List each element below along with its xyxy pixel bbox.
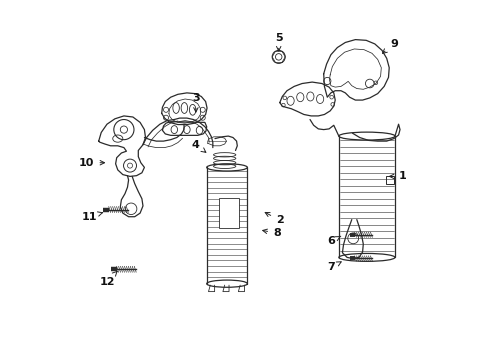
Text: 10: 10: [79, 158, 104, 168]
Text: 3: 3: [192, 93, 199, 112]
Text: 6: 6: [327, 236, 340, 246]
Text: 1: 1: [388, 171, 406, 181]
Text: 11: 11: [81, 212, 102, 222]
Text: 2: 2: [264, 212, 283, 225]
Bar: [218, 198, 239, 228]
Text: 9: 9: [382, 39, 397, 53]
Text: 5: 5: [274, 33, 282, 51]
Text: 4: 4: [192, 140, 205, 152]
Text: 12: 12: [99, 271, 117, 287]
Text: 8: 8: [262, 228, 280, 238]
Text: 7: 7: [327, 262, 341, 272]
Bar: [385, 176, 393, 184]
